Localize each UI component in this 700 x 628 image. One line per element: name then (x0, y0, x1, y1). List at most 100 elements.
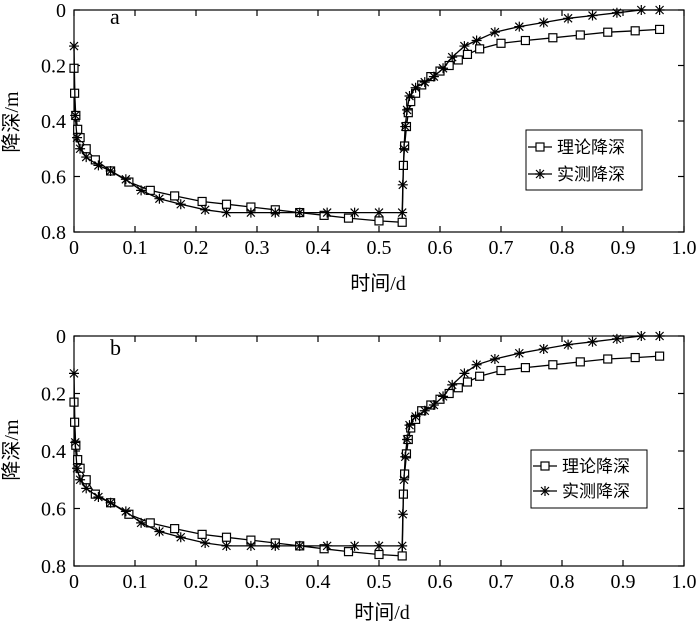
measured-point (404, 91, 415, 102)
measured-point (200, 538, 211, 548)
theory-point (343, 213, 354, 223)
measured-point (402, 104, 413, 115)
measured-point (471, 35, 482, 46)
y-tick-label: 0 (56, 326, 66, 348)
measured-point (349, 207, 360, 218)
series-line-measured (73, 9, 660, 214)
measured-point (636, 331, 647, 341)
legend-label-measured: 实测降深 (557, 165, 625, 184)
theory-point (374, 216, 384, 226)
measured-point (75, 474, 86, 485)
measured-point (81, 483, 92, 494)
measured-point (374, 207, 384, 218)
measured-point (438, 63, 449, 74)
measured-point (294, 207, 305, 218)
measured-point (447, 379, 458, 390)
measured-point (72, 463, 83, 474)
theory-point (462, 377, 473, 387)
legend-box (525, 129, 643, 191)
measured-point (93, 492, 104, 502)
x-axis-title: 时间/d (350, 272, 406, 295)
measured-point (419, 77, 430, 88)
panel-label: a (110, 4, 120, 29)
y-tick-label: 0.6 (41, 499, 66, 521)
theory-point (462, 49, 473, 60)
measured-point (654, 331, 665, 341)
measured-point (294, 540, 305, 551)
measured-point (514, 21, 525, 32)
measured-point (654, 5, 665, 15)
measured-point (270, 540, 281, 551)
theory-point (397, 217, 407, 227)
measured-point (538, 343, 549, 354)
legend-symbol-measured (528, 169, 552, 179)
x-tick-label: 0.2 (184, 237, 209, 259)
x-tick-label: 0.6 (428, 237, 453, 259)
measured-point (245, 540, 256, 551)
x-tick-label: 0.8 (550, 571, 575, 593)
measured-point (459, 41, 470, 52)
y-tick-label: 0.2 (41, 384, 66, 406)
theory-point (397, 551, 407, 561)
measured-point (70, 110, 81, 121)
measured-point (93, 160, 104, 171)
measured-point (447, 52, 458, 63)
theory-point (496, 365, 506, 376)
legend-box (530, 449, 648, 509)
theory-point (603, 27, 613, 37)
measured-point (587, 336, 598, 347)
measured-point (397, 207, 408, 218)
chart-panel-b: b 降深/m 时间/d 0 0.1 0.2 0.3 0.4 0.5 0.6 0.7 0.8 0.9… (0, 326, 697, 624)
measured-point (105, 165, 116, 176)
theory-point (221, 199, 232, 209)
x-tick-label: 0.3 (245, 237, 270, 259)
measured-point (400, 451, 411, 462)
measured-point (154, 526, 165, 537)
measured-point (120, 174, 131, 185)
measured-point (471, 359, 482, 370)
theory-point (654, 24, 665, 35)
x-tick-label: 0.1 (123, 571, 148, 593)
measured-point (245, 207, 256, 218)
measured-point (419, 405, 430, 416)
measured-point (611, 333, 622, 344)
y-axis-title: 降深/m (0, 91, 23, 153)
y-tick-label: 0.4 (41, 111, 66, 133)
y-tick-label: 0.2 (41, 56, 66, 78)
measured-point (397, 540, 408, 551)
theory-point (603, 354, 613, 364)
measured-point (75, 143, 86, 154)
measured-point (136, 185, 147, 196)
theory-point (575, 30, 585, 40)
measured-point (489, 354, 500, 364)
x-tick-label: 0 (69, 571, 79, 593)
measured-point (81, 152, 92, 163)
theory-point (197, 529, 207, 539)
measured-point (120, 506, 131, 517)
legend-symbol-measured (533, 486, 557, 496)
x-tick-label: 0.1 (123, 237, 148, 259)
series-line-measured (73, 335, 660, 547)
measured-point (404, 420, 415, 431)
theory-point (630, 352, 640, 363)
measured-point (397, 179, 408, 190)
measured-point (221, 540, 232, 551)
measured-point (175, 199, 186, 210)
measured-point (402, 434, 413, 445)
theory-point (475, 371, 485, 381)
x-tick-label: 0.6 (428, 571, 453, 593)
measured-point (69, 368, 79, 379)
x-axis-title: 时间/d (354, 601, 410, 624)
theory-point (548, 33, 558, 43)
x-tick-label: 0.9 (611, 571, 636, 593)
theory-point (73, 124, 83, 134)
theory-point (475, 44, 485, 54)
plot-frame (73, 9, 685, 233)
measured-point (349, 540, 360, 551)
theory-point (520, 35, 531, 46)
theory-point (630, 26, 640, 36)
measured-point (322, 540, 333, 551)
series-line-theory (73, 28, 660, 223)
measured-point (72, 132, 83, 143)
